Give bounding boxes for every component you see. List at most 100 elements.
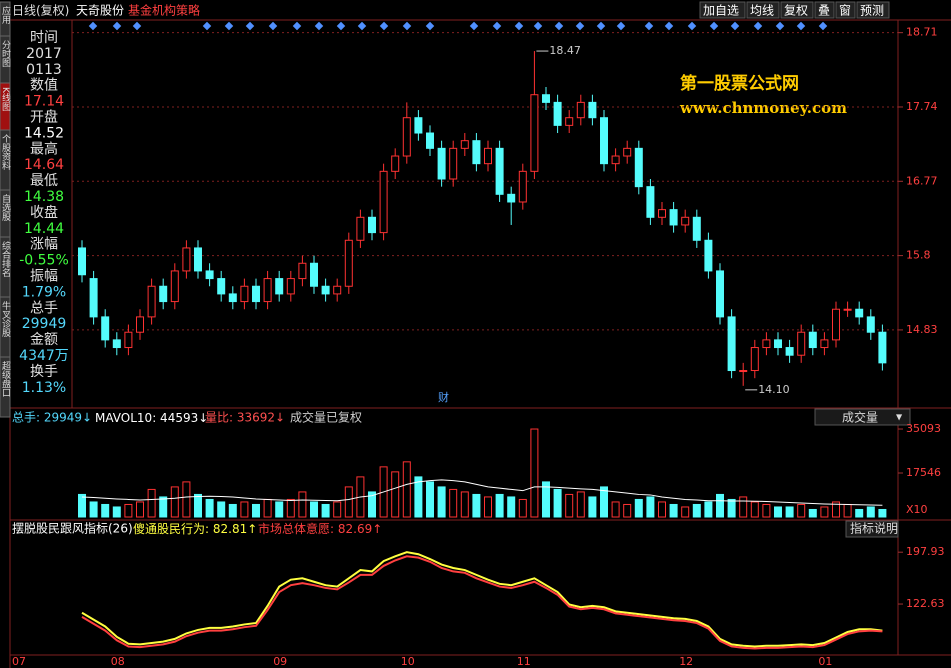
side-tab-label[interactable]: 自选股 [0,193,11,222]
toolbar-button-label[interactable]: 窗 [839,4,851,18]
volume-bar [739,496,748,518]
toolbar-button[interactable] [856,1,890,19]
series-line [81,479,883,506]
candle-body [832,308,840,341]
x-tick-label: 12 [679,655,693,668]
volume-header: 成交量已复权 [290,410,362,425]
candle-body [136,316,144,333]
x-tick-label: 11 [517,655,531,668]
info-item: 14.44 [24,221,64,237]
legend-name: 市场总体意愿 [258,521,330,536]
volume-bar [669,503,678,518]
info-item: 14.64 [24,157,64,173]
side-tab-label[interactable]: 综合排名 [0,240,11,278]
indicator-help[interactable] [845,520,899,538]
candle-body [124,331,133,349]
volume-bar [136,501,144,518]
volume-bar [484,496,492,518]
volume-bar [449,488,458,518]
side-tab-label[interactable]: 超级盘口 [0,360,11,397]
y-tick-label: 14.83 [906,323,938,336]
selector[interactable] [814,408,911,426]
candle-body [762,339,771,349]
toolbar-button-label[interactable]: 预测 [860,4,884,18]
selector-label[interactable]: 成交量 [842,410,878,425]
x-tick-label: 08 [111,655,125,668]
candle-body [542,94,550,103]
volume-bar [286,498,295,518]
info-item: 振幅 [30,269,58,285]
candle-body [286,278,295,295]
indicator-help-label[interactable]: 指标说明 [850,521,898,536]
toolbar-button[interactable] [835,1,856,19]
y-tick-label: 122.63 [906,597,945,610]
candle-body [623,147,632,157]
volume-header: 量比: 33692↓ [205,411,285,425]
volume-bar [623,503,632,518]
news-marker: 财 [438,390,449,404]
side-tab-label[interactable]: 牛叉诊股 [0,300,11,338]
info-item: 换手 [30,363,58,380]
candle-body [240,285,249,303]
candle-body [344,239,353,287]
volume-bar [878,508,887,518]
signal-diamond [514,21,524,31]
watermark-title: 第一股票公式网 [680,73,799,94]
volume-bar [600,486,608,518]
toolbar-button-label[interactable]: 加自选 [703,4,739,18]
volume-bar [182,481,191,518]
side-tab-label[interactable]: K线图 [0,87,11,112]
candle-body [843,308,852,311]
toolbar-button[interactable] [746,1,780,19]
toolbar-button[interactable] [814,1,835,19]
info-item: 2017 [26,46,62,62]
signal-diamond [687,21,697,31]
candle-body [866,316,875,333]
candle-body [716,270,724,318]
signal-diamond [796,21,806,31]
volume-bar [530,428,539,518]
volume-bar [634,498,643,518]
signal-diamond [554,21,564,31]
side-tab-label[interactable]: 分时图 [0,40,11,68]
side-tab-label[interactable]: 应用 [0,5,11,25]
signal-diamond [492,21,502,31]
candle-body [797,331,806,356]
volume-bar [240,501,249,518]
candle-body [78,247,86,276]
candle-body [634,147,643,188]
volume-bar [692,503,701,518]
signal-diamond [425,21,435,31]
volume-bar [124,503,133,518]
info-item: 数值 [30,78,58,94]
volume-bar [611,501,620,518]
volume-bar [368,491,376,518]
signal-diamond [379,21,389,31]
volume-bar [344,486,353,518]
volume-bar [460,491,469,518]
toolbar-button-label[interactable]: 叠 [818,4,830,18]
toolbar-button[interactable] [699,1,746,19]
toolbar-button-label[interactable]: 复权 [784,4,808,18]
info-item: 最高 [30,140,58,157]
side-tab[interactable] [0,356,11,418]
volume-bar [170,486,179,518]
y-tick-label: 18.71 [906,26,938,39]
candle-body [808,331,817,349]
volume-bar [762,503,771,518]
candle-body [495,147,504,195]
candle-body [460,140,469,149]
signal-diamond [268,21,278,31]
volume-bar [542,481,550,518]
volume-bar [785,506,794,518]
volume-bar [704,501,713,518]
side-tab-label[interactable]: 个股资料 [0,134,11,171]
selector-arrow[interactable]: ▼ [896,413,903,422]
signal-diamond [112,21,122,31]
volume-bar [252,503,260,518]
info-item: 开盘 [30,109,58,126]
candle-body [89,278,98,318]
toolbar-button-label[interactable]: 均线 [750,4,774,18]
toolbar-button[interactable] [780,1,814,19]
candle-body [518,170,527,203]
